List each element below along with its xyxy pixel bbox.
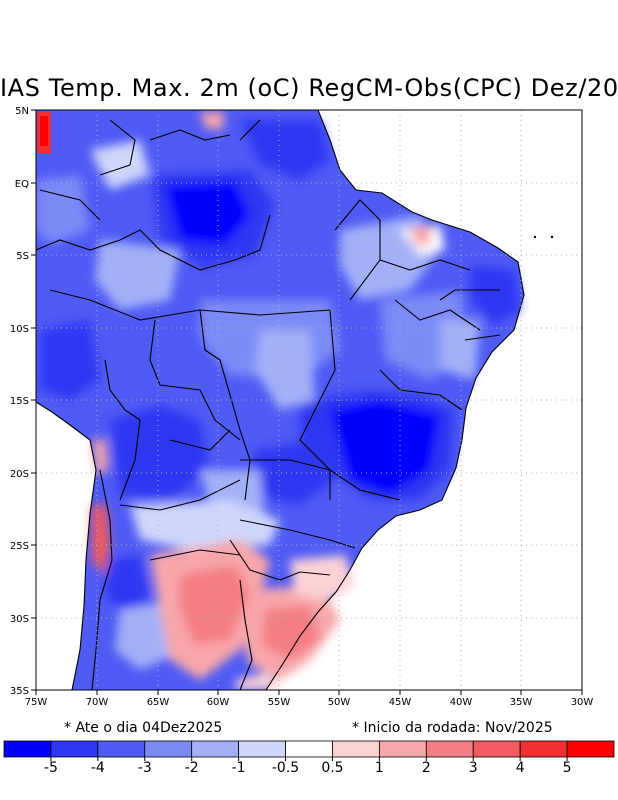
footer-run-note: * Inicio da rodada: Nov/2025 (352, 720, 553, 736)
colorbar-swatch (97, 740, 146, 758)
anomaly-map: 5N EQ 5S 10S 15S 20S 25S 30S 35S 75W 70W… (10, 106, 594, 708)
lat-label: EQ (15, 179, 29, 190)
lon-label: 45W (389, 697, 412, 708)
lon-label: 30W (571, 697, 594, 708)
lat-label: 20S (10, 469, 29, 480)
colorbar-swatch (3, 740, 52, 758)
footer-date-note: * Ate o dia 04Dez2025 (64, 720, 223, 736)
lat-label: 10S (10, 324, 29, 335)
grid-lines (36, 110, 582, 690)
colorbar-label: 1 (375, 760, 384, 776)
colorbar-label: -4 (91, 760, 105, 776)
colorbar-label: -1 (232, 760, 246, 776)
colorbar-swatch (50, 740, 99, 758)
colorbar-swatch (285, 740, 333, 758)
colorbar-label: -2 (185, 760, 199, 776)
colorbar-label: 5 (563, 760, 572, 776)
colorbar-swatch (472, 740, 521, 758)
colorbar-swatch (378, 740, 427, 758)
lat-label: 35S (10, 686, 29, 697)
colorbar-swatch (519, 740, 568, 758)
lon-label: 60W (207, 697, 230, 708)
colorbar-label: 3 (469, 760, 478, 776)
lat-label: 15S (10, 396, 29, 407)
colorbar-label: -0.5 (272, 760, 299, 776)
map-title: IAS Temp. Max. 2m (oC) RegCM-Obs(CPC) De… (0, 74, 618, 102)
colorbar-label: 4 (516, 760, 525, 776)
lat-label: 5S (16, 251, 29, 262)
lat-label: 30S (10, 614, 29, 625)
colorbar-swatch (191, 740, 240, 758)
colorbar-label: 2 (422, 760, 431, 776)
lon-label: 75W (25, 697, 48, 708)
colorbar-label: -3 (138, 760, 152, 776)
lon-label: 65W (147, 697, 170, 708)
colorbar-swatch (332, 740, 380, 758)
colorbar-label: -5 (44, 760, 58, 776)
colorbar-label: 0.5 (321, 760, 343, 776)
lat-label: 25S (10, 541, 29, 552)
colorbar-swatch (566, 740, 615, 758)
lat-label: 5N (15, 106, 29, 117)
colorbar-swatch (144, 740, 193, 758)
lon-label: 50W (328, 697, 351, 708)
colorbar-swatch (238, 740, 286, 758)
lon-label: 55W (268, 697, 291, 708)
colorbar-swatch (425, 740, 474, 758)
lon-label: 40W (450, 697, 473, 708)
lon-label: 35W (510, 697, 533, 708)
colorbar: -5 -4 -3 -2 -1 -0.5 0.5 1 2 3 4 5 (3, 740, 615, 776)
lon-label: 70W (86, 697, 109, 708)
